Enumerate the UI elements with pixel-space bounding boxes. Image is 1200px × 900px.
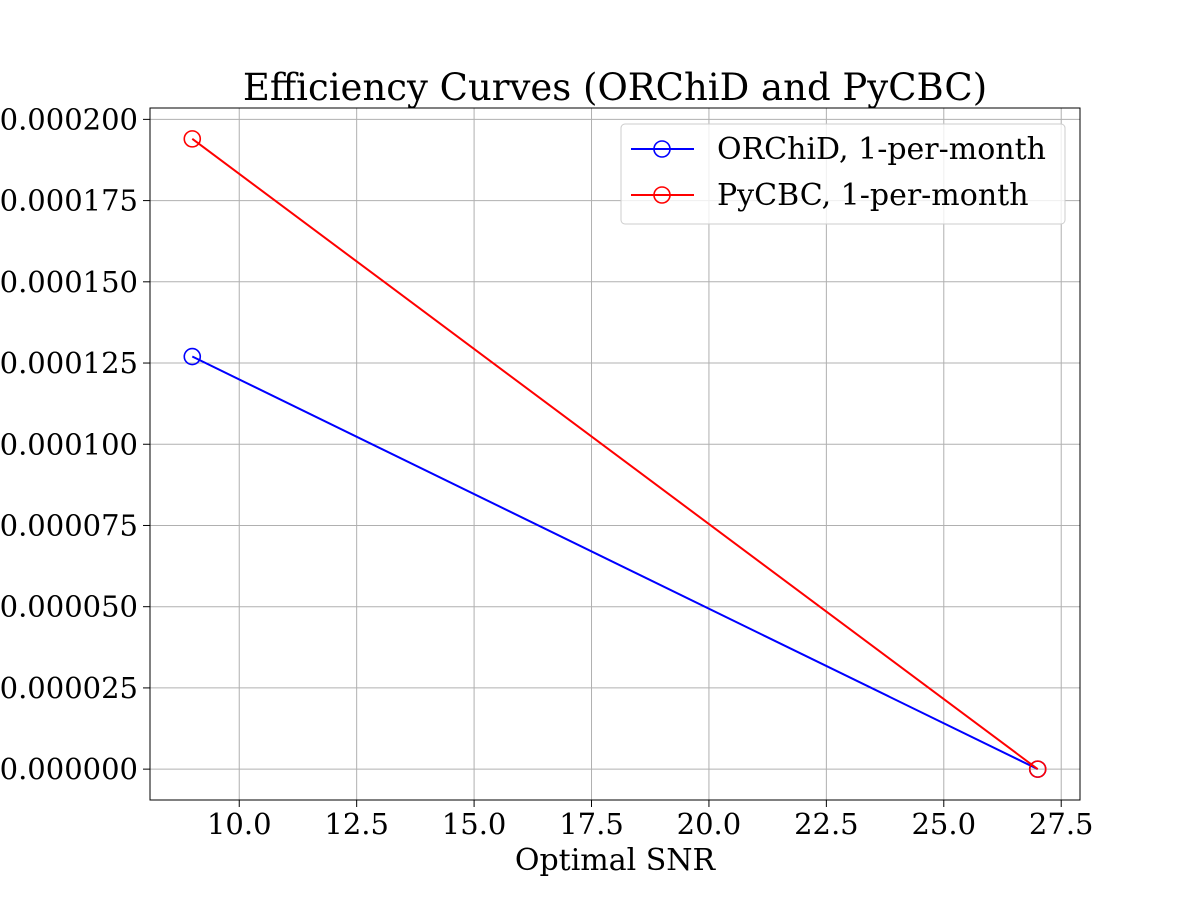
legend-marker <box>653 186 671 204</box>
y-tick-label: 0.000150 <box>0 265 138 299</box>
legend: ORChiD, 1-per-month PyCBC, 1-per-month <box>620 123 1066 225</box>
y-tick-label: 0.000050 <box>0 590 138 624</box>
x-axis-label: Optimal SNR <box>515 843 717 878</box>
legend-label: PyCBC, 1-per-month <box>717 178 1029 213</box>
axis-ticks: 10.0 12.5 15.0 17.5 20.0 22.5 25.0 27.5 0.000000… <box>0 102 1094 841</box>
series-line-1 <box>191 138 1039 770</box>
plot-frame <box>149 107 1081 801</box>
legend-box <box>620 123 1066 225</box>
x-tick-label: 20.0 <box>677 807 742 841</box>
data-point <box>183 347 202 366</box>
y-tick-label: 0.000025 <box>0 671 138 705</box>
x-tick-label: 15.0 <box>442 807 507 841</box>
x-tick-label: 17.5 <box>559 807 624 841</box>
legend-marker <box>653 140 671 158</box>
y-tick-label: 0.000100 <box>0 427 138 461</box>
x-tick-label: 25.0 <box>911 807 976 841</box>
data-point <box>183 130 202 148</box>
series-lines <box>183 130 1047 778</box>
x-tick-label: 10.0 <box>207 807 272 841</box>
x-tick-label: 27.5 <box>1029 807 1094 841</box>
x-tick-label: 22.5 <box>794 807 859 841</box>
chart-title: Efficiency Curves (ORChiD and PyCBC) <box>243 66 987 109</box>
y-tick-label: 0.000075 <box>0 508 138 542</box>
series-line-0 <box>191 355 1039 771</box>
y-tick-label: 0.000000 <box>0 752 138 786</box>
y-tick-label: 0.000125 <box>0 346 138 380</box>
x-tick-label: 12.5 <box>324 807 389 841</box>
legend-label: ORChiD, 1-per-month <box>717 132 1046 167</box>
y-tick-label: 0.000175 <box>0 184 138 218</box>
data-point <box>1028 760 1047 778</box>
y-tick-label: 0.000200 <box>0 102 138 136</box>
